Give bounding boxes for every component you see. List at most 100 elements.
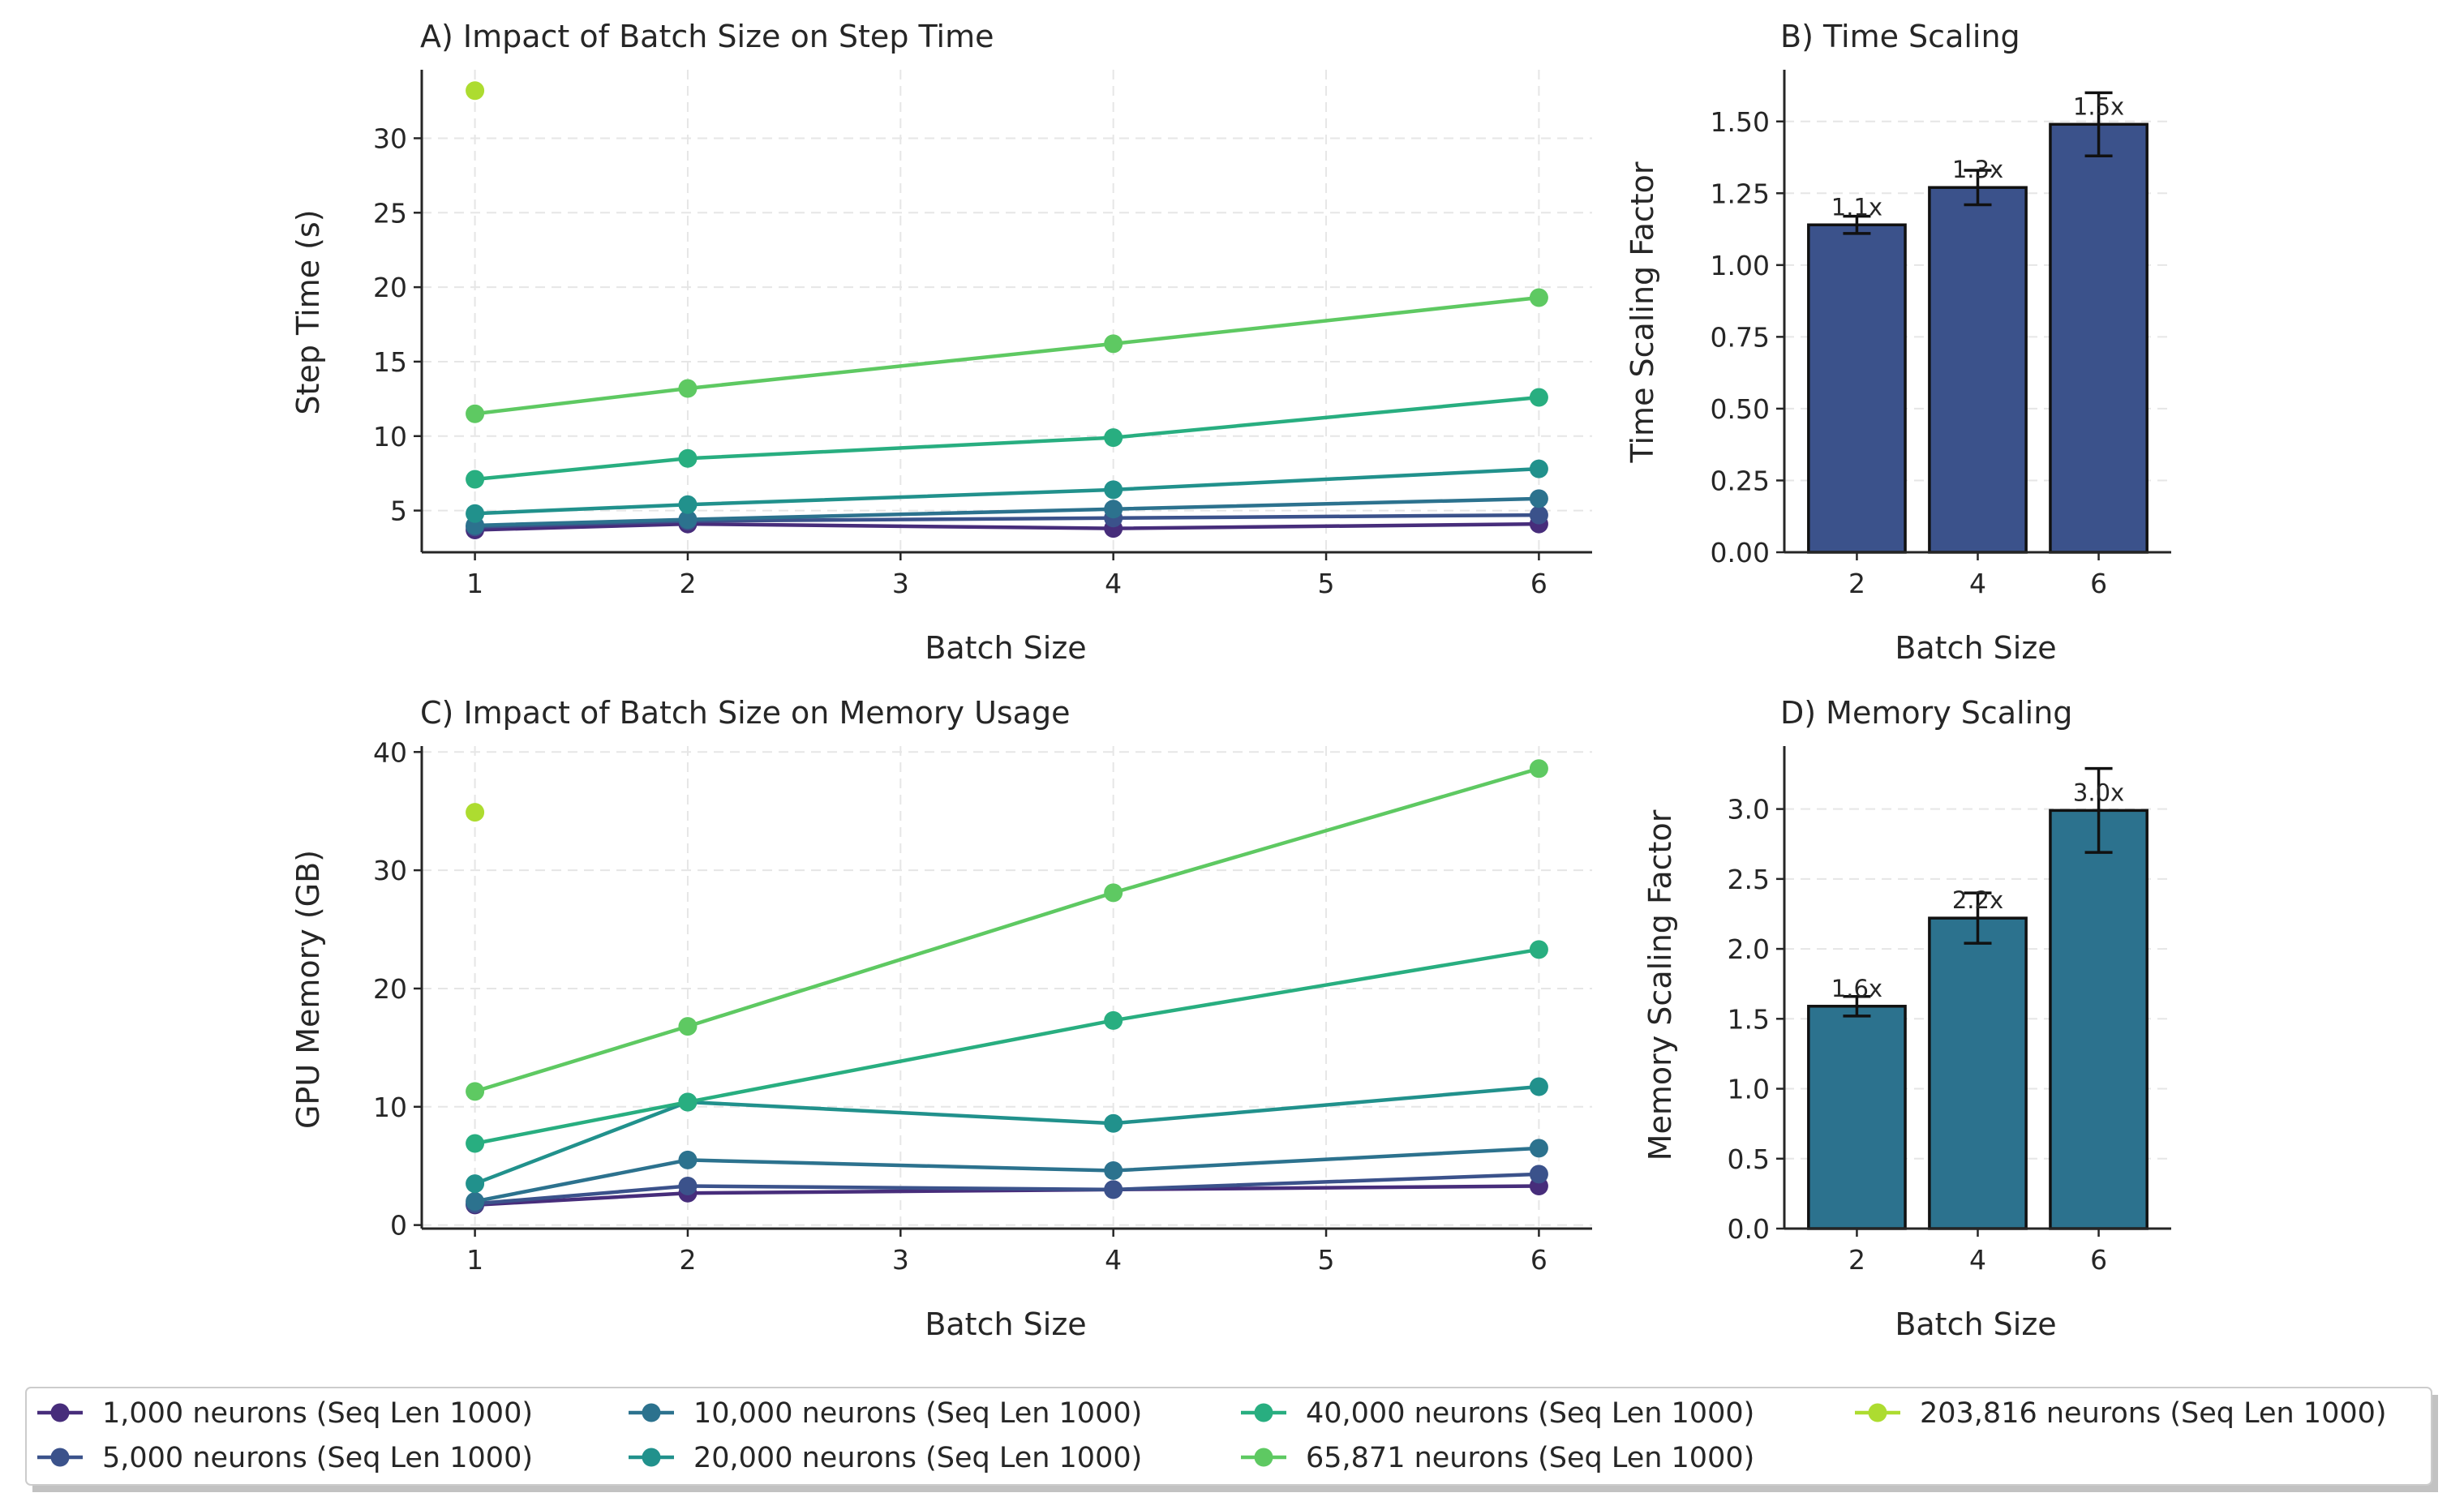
panel-a-xtick-label: 5 — [1318, 568, 1335, 599]
panel-a-series-line-2 — [474, 496, 1539, 528]
panel-c-series-3-point — [466, 1174, 485, 1194]
panel-c-series-line-5 — [474, 766, 1540, 1093]
panel-b-ytick-label: 0.75 — [1711, 321, 1770, 353]
panel-a-title: A) Impact of Batch Size on Step Time — [420, 19, 994, 54]
panel-a-xtick-label: 1 — [466, 568, 483, 599]
panel-c-xtick-label: 5 — [1318, 1244, 1335, 1276]
legend-label-5: 65,871 neurons (Seq Len 1000) — [1306, 1442, 1754, 1474]
legend-marker-3 — [642, 1448, 661, 1467]
panel-d-xlabel: Batch Size — [1895, 1306, 2056, 1342]
panel-a-series-2-point — [678, 510, 698, 530]
panel-d-ytick-label: 2.5 — [1728, 864, 1770, 895]
panel-a-series-4-point — [1104, 428, 1123, 448]
panel-d-xtick-label: 2 — [1848, 1244, 1865, 1276]
panel-c-series-4-point — [466, 1134, 485, 1153]
panel-c-series-line-4 — [474, 947, 1539, 1146]
panel-c-series-line-3 — [474, 1084, 1539, 1186]
panel-a-series-line-3 — [474, 466, 1539, 516]
panel-b-bar-value-label: 1.3x — [1952, 156, 2003, 183]
panel-a-series-2-point — [1529, 489, 1548, 508]
panel-c-series-1-point — [1529, 1165, 1548, 1184]
legend-label-4: 40,000 neurons (Seq Len 1000) — [1306, 1397, 1754, 1430]
panel-a-series-4-point — [678, 448, 698, 468]
panel-b-ytick-label: 0.25 — [1711, 465, 1770, 496]
panel-c-series-2-point — [1529, 1139, 1548, 1158]
panel-c-series-2-point — [678, 1150, 698, 1169]
panel-a-ytick-label: 10 — [373, 421, 407, 453]
panel-d-ytick-label: 2.0 — [1728, 933, 1770, 965]
panel-c-xlabel: Batch Size — [925, 1306, 1086, 1342]
panel-b-bar-6 — [2049, 122, 2148, 554]
panel-c-series-1-point — [678, 1177, 698, 1195]
legend-marker-1 — [50, 1448, 70, 1467]
panel-a-ytick-label: 25 — [373, 197, 407, 229]
panel-c-series-2-point — [1104, 1161, 1123, 1181]
legend-label-1: 5,000 neurons (Seq Len 1000) — [102, 1442, 533, 1474]
panel-a-series-3-point — [466, 504, 485, 523]
panel-b-title: B) Time Scaling — [1780, 19, 2020, 54]
panel-c-series-5-point — [678, 1017, 698, 1036]
panel-b-ylabel: Time Scaling Factor — [1625, 161, 1660, 463]
panel-b-ytick-label: 0.00 — [1711, 537, 1770, 568]
panel-d-ylabel: Memory Scaling Factor — [1642, 809, 1678, 1160]
panel-a-ytick-label: 30 — [373, 122, 407, 154]
panel-a-series-5-point — [1104, 334, 1123, 354]
panel-d-title: D) Memory Scaling — [1780, 695, 2072, 731]
panel-c-series-5-point — [1529, 759, 1548, 779]
panel-b-ytick-label: 0.50 — [1711, 393, 1770, 425]
panel-d-bar-value-label: 2.2x — [1952, 886, 2003, 914]
legend-marker-4 — [1254, 1403, 1273, 1422]
panel-c-series-2-point — [466, 1191, 485, 1211]
panel-a-series-line-4 — [474, 395, 1539, 482]
panel-d-bar-2 — [1807, 1005, 1907, 1230]
panel-b-ytick-label: 1.00 — [1711, 250, 1770, 281]
panel-d-ytick-label: 0.5 — [1728, 1143, 1770, 1175]
panel-c-series-3-point — [1529, 1077, 1548, 1096]
panel-a-series-5-point — [1529, 288, 1548, 307]
panel-a-xtick-label: 2 — [679, 568, 696, 599]
panel-a-series-4-point — [466, 470, 485, 489]
panel-d-ytick-label: 3.0 — [1728, 794, 1770, 826]
panel-c-series-5-point — [1104, 883, 1123, 903]
panel-d-memory-scaling: D) Memory Scaling Batch Size Memory Scal… — [1642, 695, 2171, 1342]
legend-frame — [25, 1387, 2432, 1486]
panel-b-ytick-label: 1.50 — [1711, 106, 1770, 138]
panel-a-ytick-label: 5 — [390, 495, 407, 527]
legend-marker-2 — [642, 1403, 661, 1422]
panel-a-series-2-point — [1104, 500, 1123, 519]
panel-d-bar-value-label: 3.0x — [2073, 779, 2124, 806]
panel-c-ylabel: GPU Memory (GB) — [290, 850, 326, 1129]
panel-a-xtick-label: 6 — [1530, 568, 1548, 599]
panel-c-series-5-point — [466, 1082, 485, 1101]
panel-d-ytick-label: 1.5 — [1728, 1003, 1770, 1035]
panel-b-ytick-label: 1.25 — [1711, 178, 1770, 209]
panel-c-title: C) Impact of Batch Size on Memory Usage — [420, 695, 1070, 731]
panel-a-ytick-label: 15 — [373, 346, 407, 378]
panel-c-series-6-point — [466, 803, 485, 822]
panel-a-series-line-5 — [474, 295, 1539, 416]
panel-c-ytick-label: 0 — [390, 1210, 407, 1242]
panel-c-xtick-label: 3 — [892, 1244, 909, 1276]
legend-marker-5 — [1254, 1448, 1273, 1467]
panel-d-bar-value-label: 1.6x — [1831, 975, 1882, 1002]
panel-c-xtick-label: 1 — [466, 1244, 483, 1276]
panel-a-xlabel: Batch Size — [925, 630, 1086, 666]
panel-d-bar-4 — [1928, 916, 2028, 1230]
panel-a-xtick-label: 3 — [892, 568, 909, 599]
legend-marker-6 — [1868, 1403, 1887, 1422]
panel-c-series-4-point — [1104, 1010, 1123, 1030]
panel-d-xtick-label: 4 — [1969, 1244, 1986, 1276]
panel-a-series-3-point — [1529, 459, 1548, 478]
panel-c-series-3-point — [1104, 1113, 1123, 1133]
legend-label-6: 203,816 neurons (Seq Len 1000) — [1920, 1397, 2387, 1430]
panel-b-time-scaling: B) Time Scaling Batch Size Time Scaling … — [1625, 19, 2171, 666]
panel-b-bar-2 — [1807, 223, 1907, 554]
panel-c-ytick-label: 20 — [373, 973, 407, 1005]
panel-b-xtick-label: 6 — [2090, 568, 2107, 599]
panel-c-memory-usage: C) Impact of Batch Size on Memory Usage … — [290, 695, 1592, 1342]
panel-c-series-line-1 — [474, 1172, 1539, 1206]
panel-c-series-1-point — [1104, 1180, 1123, 1199]
panel-a-series-3-point — [678, 495, 698, 514]
panel-a-series-6-point — [466, 81, 485, 101]
